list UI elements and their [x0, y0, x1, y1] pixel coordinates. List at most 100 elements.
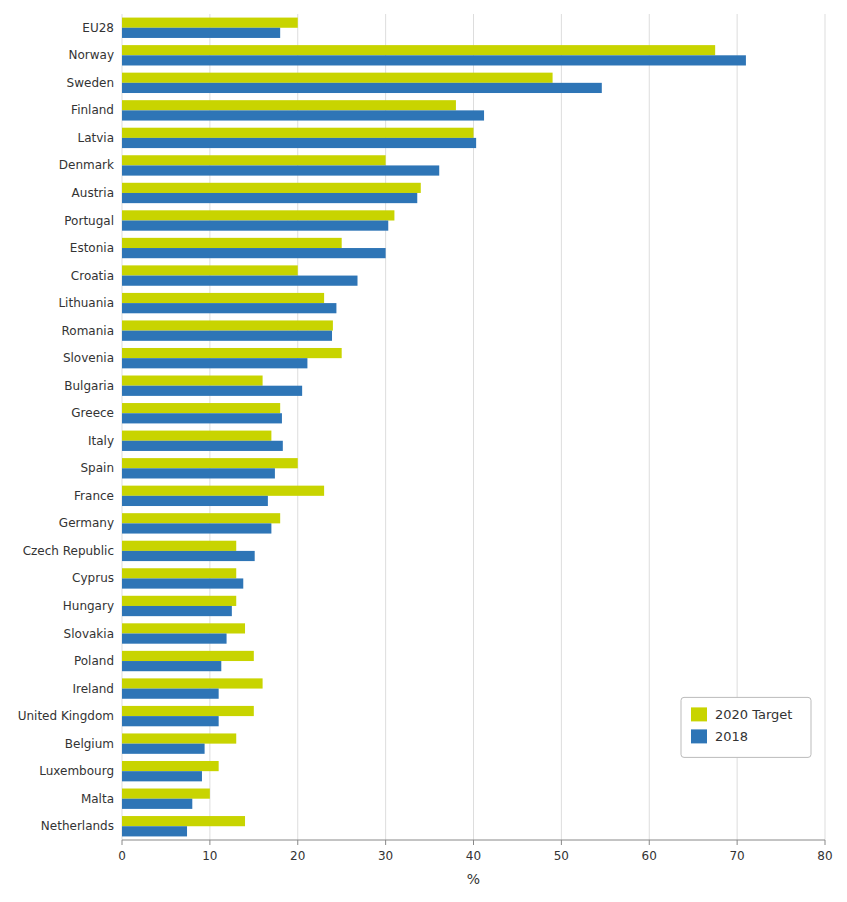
- bar: [122, 771, 202, 781]
- chart: 01020304050607080%EU28NorwaySwedenFinlan…: [0, 0, 847, 902]
- bars: [122, 18, 746, 837]
- bar: [122, 716, 219, 726]
- bar: [122, 513, 280, 523]
- tick-label: 10: [202, 849, 217, 863]
- bar: [122, 45, 715, 55]
- category-label: Sweden: [67, 76, 114, 90]
- category-label: Estonia: [70, 241, 114, 255]
- category-label: France: [74, 489, 114, 503]
- bar: [122, 55, 746, 65]
- bar: [122, 28, 280, 38]
- tick-mark: [825, 840, 826, 845]
- tick-label: 80: [817, 849, 832, 863]
- category-label: Poland: [74, 654, 114, 668]
- bar: [122, 606, 232, 616]
- bar: [122, 578, 243, 588]
- bar: [122, 733, 236, 743]
- bar: [122, 276, 358, 286]
- bar: [122, 468, 275, 478]
- category-label: Austria: [72, 186, 114, 200]
- grid-line: [561, 14, 562, 840]
- bar: [122, 100, 456, 110]
- tick-mark: [737, 840, 738, 845]
- category-label: United Kingdom: [18, 709, 114, 723]
- bar: [122, 221, 388, 231]
- category-label: Netherlands: [41, 819, 114, 833]
- grid-line: [825, 14, 826, 840]
- legend-box: [681, 697, 811, 757]
- legend-label: 2020 Target: [715, 707, 792, 722]
- axis-line: [122, 840, 825, 841]
- legend-swatch: [691, 729, 707, 743]
- category-label: Cyprus: [72, 571, 114, 585]
- bar: [122, 431, 271, 441]
- x-axis: 01020304050607080: [118, 840, 832, 863]
- bar: [122, 661, 221, 671]
- category-label: Hungary: [63, 599, 114, 613]
- category-label: Slovenia: [63, 351, 114, 365]
- tick-label: 60: [642, 849, 657, 863]
- bar: [122, 386, 302, 396]
- bar: [122, 458, 298, 468]
- category-label: EU28: [82, 21, 114, 35]
- bar: [122, 210, 394, 220]
- bar: [122, 634, 227, 644]
- bar: [122, 706, 254, 716]
- tick-mark: [561, 840, 562, 845]
- bar: [122, 165, 439, 175]
- category-label: Greece: [71, 406, 114, 420]
- category-label: Germany: [59, 516, 114, 530]
- tick-label: 20: [290, 849, 305, 863]
- category-label: Malta: [81, 792, 114, 806]
- category-label: Finland: [71, 103, 114, 117]
- tick-label: 40: [466, 849, 481, 863]
- category-label: Slovakia: [64, 627, 114, 641]
- bar: [122, 18, 298, 28]
- bar: [122, 623, 245, 633]
- bar: [122, 331, 332, 341]
- bar: [122, 651, 254, 661]
- bar: [122, 799, 192, 809]
- bar: [122, 248, 386, 258]
- category-label: Latvia: [77, 131, 114, 145]
- tick-mark: [209, 840, 210, 845]
- category-label: Ireland: [72, 682, 114, 696]
- bar: [122, 596, 236, 606]
- y-axis: EU28NorwaySwedenFinlandLatviaDenmarkAust…: [18, 21, 114, 833]
- category-label: Czech Republic: [23, 544, 114, 558]
- tick-mark: [122, 840, 123, 845]
- legend-label: 2018: [715, 729, 748, 744]
- tick-mark: [473, 840, 474, 845]
- tick-mark: [297, 840, 298, 845]
- bar: [122, 689, 219, 699]
- bar: [122, 541, 236, 551]
- tick-label: 0: [118, 849, 126, 863]
- category-label: Bulgaria: [64, 379, 114, 393]
- bar: [122, 413, 282, 423]
- bar: [122, 496, 268, 506]
- bar: [122, 789, 210, 799]
- bar: [122, 265, 298, 275]
- tick-label: 70: [729, 849, 744, 863]
- bar: [122, 238, 342, 248]
- bar: [122, 358, 307, 368]
- bar: [122, 816, 245, 826]
- category-label: Spain: [80, 461, 114, 475]
- bar: [122, 293, 324, 303]
- bar: [122, 441, 283, 451]
- bar: [122, 761, 219, 771]
- legend-swatch: [691, 707, 707, 721]
- bar: [122, 303, 336, 313]
- category-label: Luxembourg: [39, 764, 114, 778]
- bar: [122, 826, 187, 836]
- category-label: Lithuania: [58, 296, 114, 310]
- bar: [122, 138, 476, 148]
- category-label: Croatia: [71, 269, 114, 283]
- bar: [122, 155, 386, 165]
- chart-container: 01020304050607080%EU28NorwaySwedenFinlan…: [0, 0, 847, 902]
- category-label: Belgium: [65, 737, 114, 751]
- grid: [122, 14, 825, 840]
- bar: [122, 183, 421, 193]
- bar: [122, 110, 484, 120]
- tick-label: 50: [554, 849, 569, 863]
